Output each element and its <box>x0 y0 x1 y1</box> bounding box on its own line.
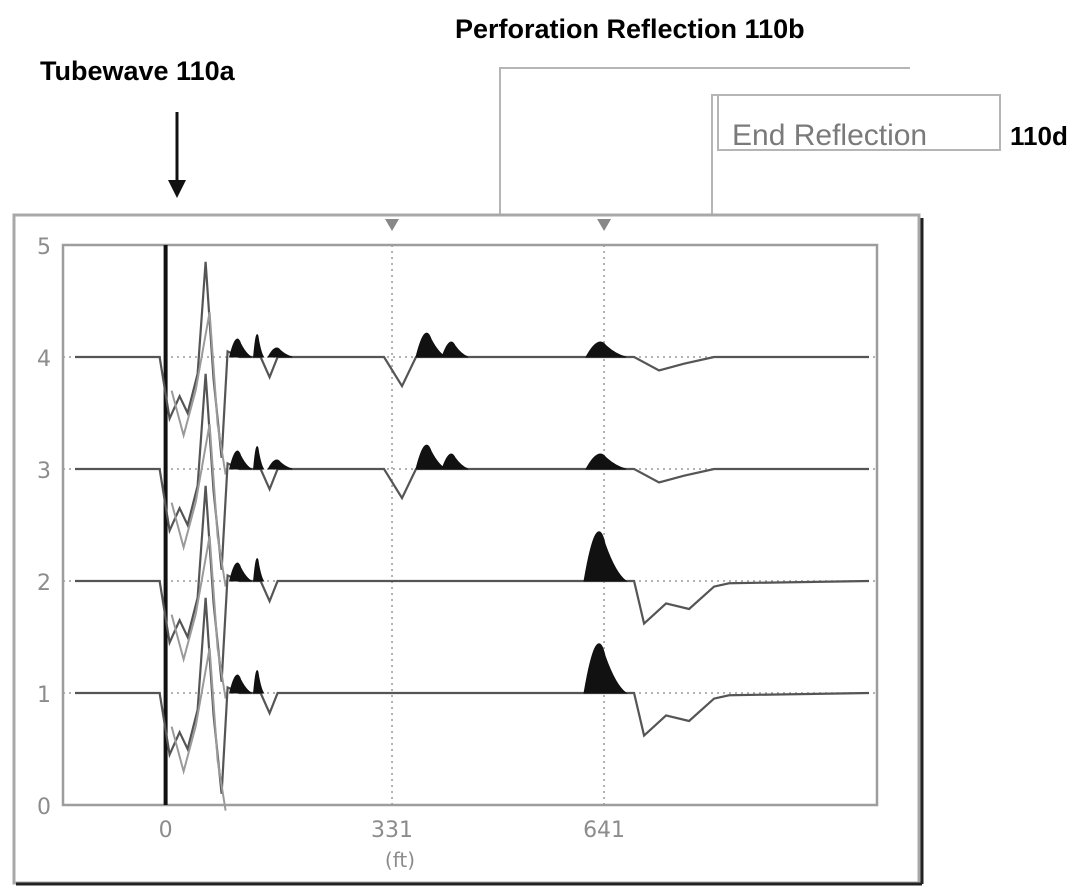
end-reflection-leader <box>711 94 1001 215</box>
early-reflection-spike <box>253 670 265 694</box>
end-reflection-hump <box>585 341 627 358</box>
early-reflection-hump <box>228 450 252 470</box>
tubewave-arrow-head <box>168 180 186 198</box>
early-reflection-spike <box>253 334 265 358</box>
series-line-echo <box>170 536 227 699</box>
x-tick-label: 641 <box>583 818 625 843</box>
plot-area: 0 1 2 3 4 5 0 331 641 (ft) <box>37 219 879 872</box>
early-reflection-hump <box>228 338 252 358</box>
tubewave-label: Tubewave 110a <box>40 56 236 86</box>
y-tick-label: 5 <box>37 235 51 260</box>
early-reflection-spike <box>253 446 265 470</box>
x-tick-label: 331 <box>371 818 413 843</box>
y-tick-label: 2 <box>37 571 51 596</box>
series-line-echo <box>170 648 227 811</box>
callout-leaders <box>168 67 1001 215</box>
figure-frame <box>12 213 921 885</box>
series-line-echo <box>170 312 227 475</box>
end-reflection-hump <box>585 453 627 470</box>
y-tick-label: 3 <box>37 459 51 484</box>
end-reflection-hump <box>583 531 628 582</box>
perforation-reflection-label: Perforation Reflection 110b <box>455 14 805 44</box>
end-reflection-hump <box>583 643 628 694</box>
series-line <box>75 485 870 682</box>
perforation-leader <box>499 67 910 215</box>
x-tick-label: 0 <box>159 818 173 843</box>
end-reflection-ref-label: 110d <box>1010 121 1068 151</box>
perforation-reflection-hump <box>415 332 447 358</box>
series-line <box>75 373 869 570</box>
frame-marker <box>597 219 612 231</box>
early-reflection-hump <box>228 674 252 694</box>
end-reflection-label: End Reflection <box>732 119 927 152</box>
minor-reflection-hump <box>267 347 293 358</box>
y-tick-label: 1 <box>37 683 51 708</box>
minor-reflection-hump <box>267 459 293 470</box>
series-line-echo <box>170 424 227 587</box>
frame-marker <box>385 219 400 231</box>
x-axis-label: (ft) <box>385 848 415 872</box>
y-tick-label: 4 <box>37 347 51 372</box>
plot-axes-box <box>61 243 879 807</box>
series-line <box>75 597 870 794</box>
early-reflection-spike <box>253 558 265 582</box>
series-line <box>75 261 869 458</box>
y-tick-label: 0 <box>37 795 51 820</box>
perforation-reflection-hump-2 <box>441 341 469 358</box>
perforation-reflection-hump-2 <box>441 453 469 470</box>
early-reflection-hump <box>228 562 252 582</box>
perforation-reflection-hump <box>415 444 447 470</box>
